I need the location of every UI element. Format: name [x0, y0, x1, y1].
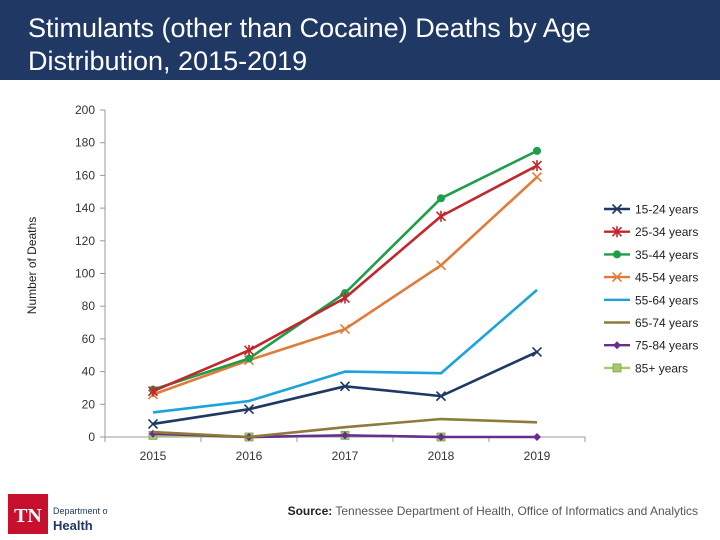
y-tick-label: 80 [82, 299, 96, 313]
legend-label: 55-64 years [635, 293, 698, 307]
source-text: Tennessee Department of Health, Office o… [332, 504, 698, 518]
y-tick-label: 40 [82, 365, 96, 379]
y-tick-label: 140 [75, 201, 95, 215]
legend-marker [611, 226, 623, 238]
legend-marker [611, 272, 623, 283]
y-tick-label: 160 [75, 168, 95, 182]
y-tick-label: 100 [75, 267, 95, 281]
line-chart: 0 20 40 60 80 100 120 140 160 180 200 2015 2016 2017 2… [25, 103, 698, 463]
legend-marker [612, 363, 622, 373]
logo-tn-text: TN [14, 505, 42, 527]
x-tick-label: 2017 [332, 449, 359, 463]
legend-label: 35-44 years [635, 248, 698, 262]
data-point [435, 260, 447, 271]
health-department-logo: TN Department of Health [8, 494, 108, 534]
data-point [437, 194, 445, 203]
y-tick-label: 180 [75, 136, 95, 150]
data-point [531, 346, 543, 358]
data-point [435, 391, 447, 402]
legend-label: 15-24 years [635, 203, 698, 217]
y-tick-label: 60 [82, 332, 96, 346]
data-point [243, 404, 255, 415]
x-tick-label: 2016 [236, 449, 263, 463]
data-point [245, 354, 253, 363]
legend-marker [613, 341, 621, 350]
logo-health-text: Health [53, 518, 93, 533]
source-note: Source: Tennessee Department of Health, … [288, 504, 698, 518]
legend-marker [611, 203, 623, 215]
data-point [531, 160, 543, 172]
data-point [147, 385, 159, 397]
data-point [147, 418, 159, 429]
logo-dept-text: Department of [53, 506, 108, 516]
data-point [339, 292, 351, 304]
data-point [533, 146, 541, 155]
y-tick-label: 120 [75, 234, 95, 248]
title-bar: Stimulants (other than Cocaine) Deaths b… [0, 0, 720, 80]
x-tick-label: 2015 [140, 449, 167, 463]
series-line [152, 164, 538, 393]
source-label: Source: [287, 504, 333, 518]
y-axis-label: Number of Deaths [25, 217, 39, 314]
y-tick-label: 200 [75, 103, 95, 117]
x-tick-label: 2019 [524, 449, 551, 463]
legend-label: 65-74 years [635, 316, 698, 330]
data-point [339, 324, 351, 335]
page-title: Stimulants (other than Cocaine) Deaths b… [28, 13, 591, 76]
data-point [437, 433, 445, 441]
data-point [339, 381, 351, 392]
y-tick-label: 0 [88, 430, 95, 444]
data-point [435, 210, 447, 222]
series-line [152, 149, 538, 391]
data-point [533, 433, 541, 441]
series-line [152, 176, 538, 396]
data-point [341, 431, 349, 440]
legend-label: 25-34 years [635, 225, 698, 239]
data-point [243, 344, 255, 356]
x-tick-label: 2018 [428, 449, 455, 463]
series-line [152, 417, 538, 439]
legend-label: 85+ years [635, 361, 688, 375]
series-line [152, 288, 538, 414]
series-line [152, 350, 538, 426]
y-tick-label: 20 [82, 397, 96, 411]
legend-marker [613, 250, 621, 259]
legend-label: 45-54 years [635, 271, 698, 285]
data-point [531, 171, 543, 183]
legend-label: 75-84 years [635, 339, 698, 353]
